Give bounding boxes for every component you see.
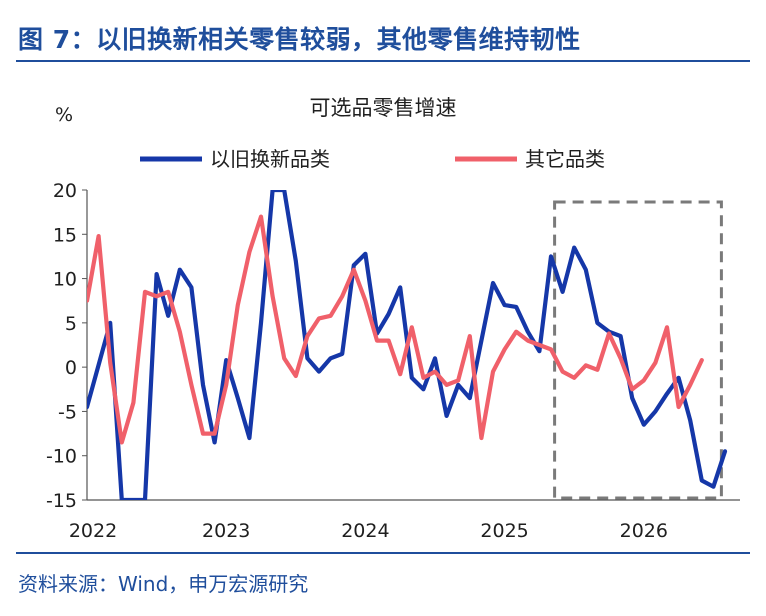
x-tick-label: 2022 <box>69 520 117 542</box>
y-tick-label: -10 <box>46 446 77 468</box>
series-line-2 <box>87 214 704 445</box>
series-layer <box>87 190 728 500</box>
x-tick-label: 2026 <box>620 520 668 542</box>
chart-title: 可选品零售增速 <box>310 96 457 120</box>
forecast-highlight-box <box>553 200 723 500</box>
source-note: 资料来源：Wind，申万宏源研究 <box>18 572 309 596</box>
source-rule <box>16 552 750 554</box>
y-axis-unit-label: % <box>55 104 73 126</box>
x-tick-label: 2025 <box>480 520 528 542</box>
y-tick-label: 10 <box>53 269 77 291</box>
x-tick-label: 2024 <box>341 520 389 542</box>
y-tick-label: 0 <box>65 357 77 379</box>
highlight-box <box>553 200 723 500</box>
y-tick-label: 5 <box>65 313 77 335</box>
series-2 <box>87 214 704 445</box>
y-tick-label: -5 <box>58 401 77 423</box>
title-rule <box>16 60 750 62</box>
axes: 20 15 10 5 0 -5 -10 -15 2022 2023 2024 2025 2026 <box>46 180 740 542</box>
figure-title: 图 7：以旧换新相关零售较弱，其他零售维持韧性 <box>18 25 581 54</box>
y-tick-label: -15 <box>46 490 77 512</box>
legend-label-2: 其它品类 <box>525 147 605 171</box>
legend: 以旧换新品类 其它品类 <box>140 147 605 171</box>
x-tick-label: 2023 <box>202 520 250 542</box>
legend-label-1: 以旧换新品类 <box>210 147 330 171</box>
y-tick-label: 15 <box>53 224 77 246</box>
y-tick-label: 20 <box>53 180 77 202</box>
